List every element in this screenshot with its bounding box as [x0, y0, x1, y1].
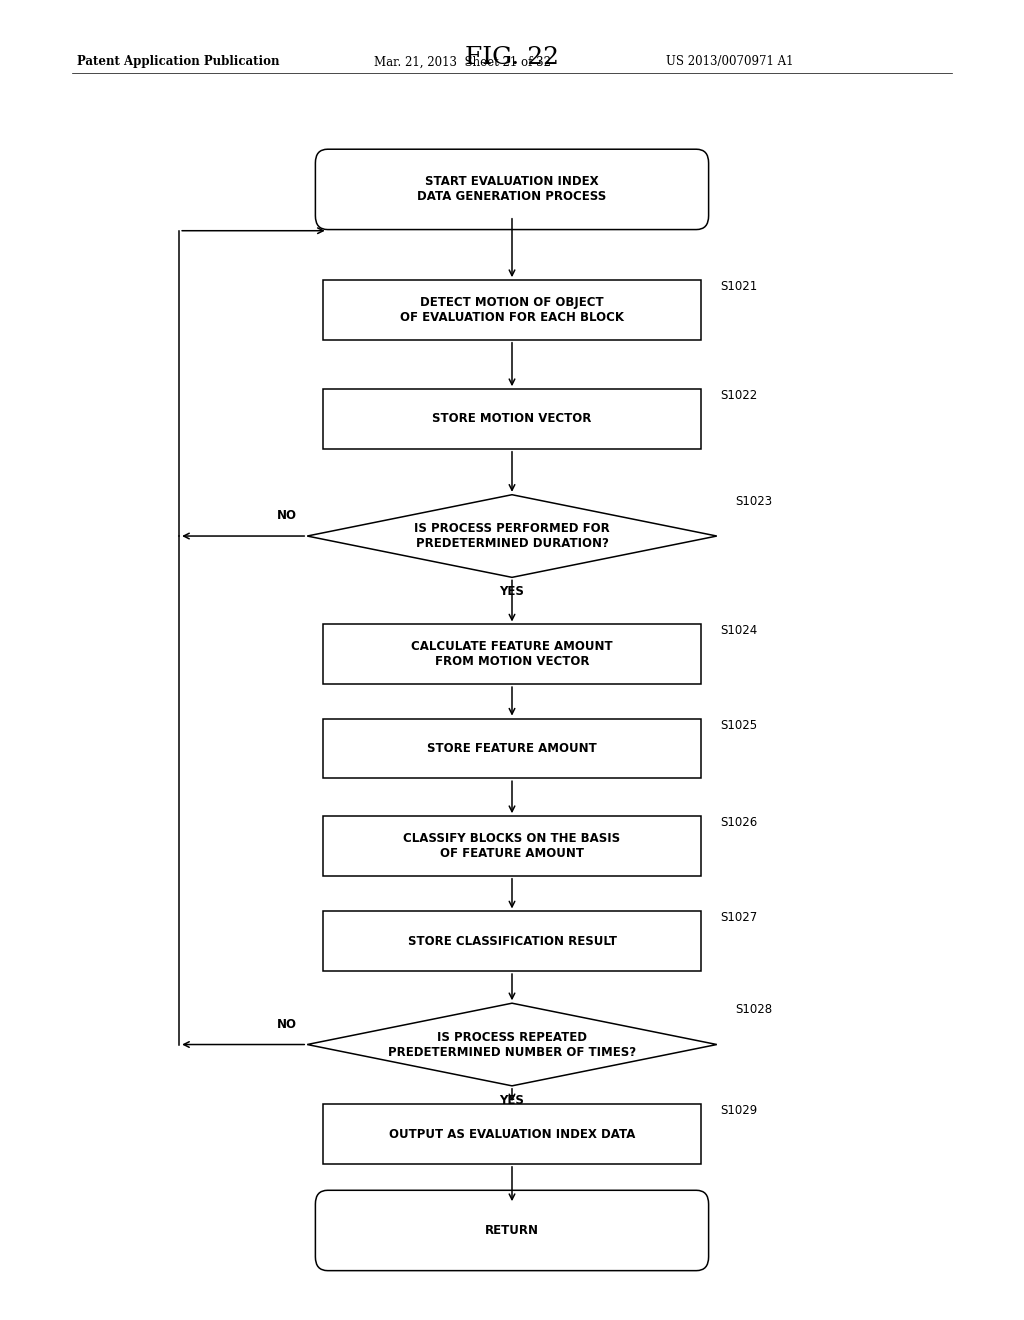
Text: IS PROCESS PERFORMED FOR
PREDETERMINED DURATION?: IS PROCESS PERFORMED FOR PREDETERMINED D…	[414, 521, 610, 550]
Text: DETECT MOTION OF OBJECT
OF EVALUATION FOR EACH BLOCK: DETECT MOTION OF OBJECT OF EVALUATION FO…	[400, 296, 624, 323]
Text: STORE MOTION VECTOR: STORE MOTION VECTOR	[432, 412, 592, 425]
Bar	[323, 389, 701, 449]
Bar	[323, 1105, 701, 1164]
Text: FIG. 22: FIG. 22	[465, 46, 559, 69]
Text: STORE CLASSIFICATION RESULT: STORE CLASSIFICATION RESULT	[408, 935, 616, 948]
Text: S1028: S1028	[735, 1003, 772, 1016]
Text: IS PROCESS REPEATED
PREDETERMINED NUMBER OF TIMES?: IS PROCESS REPEATED PREDETERMINED NUMBER…	[388, 1031, 636, 1059]
Text: S1027: S1027	[720, 911, 757, 924]
Text: S1029: S1029	[720, 1105, 757, 1117]
Text: Patent Application Publication: Patent Application Publication	[77, 55, 280, 69]
Bar	[323, 624, 701, 684]
Text: US 2013/0070971 A1: US 2013/0070971 A1	[666, 55, 794, 69]
Polygon shape	[307, 495, 717, 577]
Bar	[323, 911, 701, 972]
FancyBboxPatch shape	[315, 1191, 709, 1271]
Text: YES: YES	[500, 1094, 524, 1107]
Text: S1024: S1024	[720, 624, 757, 638]
Text: S1026: S1026	[720, 816, 757, 829]
Text: S1025: S1025	[720, 718, 757, 731]
Text: S1021: S1021	[720, 280, 757, 293]
FancyBboxPatch shape	[315, 149, 709, 230]
Bar	[323, 816, 701, 875]
Text: YES: YES	[500, 585, 524, 598]
Text: RETURN: RETURN	[485, 1224, 539, 1237]
Text: CLASSIFY BLOCKS ON THE BASIS
OF FEATURE AMOUNT: CLASSIFY BLOCKS ON THE BASIS OF FEATURE …	[403, 832, 621, 859]
Bar	[323, 718, 701, 779]
Polygon shape	[307, 1003, 717, 1086]
Text: NO: NO	[276, 510, 297, 523]
Bar	[323, 280, 701, 339]
Text: START EVALUATION INDEX
DATA GENERATION PROCESS: START EVALUATION INDEX DATA GENERATION P…	[418, 176, 606, 203]
Text: S1022: S1022	[720, 389, 757, 403]
Text: OUTPUT AS EVALUATION INDEX DATA: OUTPUT AS EVALUATION INDEX DATA	[389, 1127, 635, 1140]
Text: STORE FEATURE AMOUNT: STORE FEATURE AMOUNT	[427, 742, 597, 755]
Text: Mar. 21, 2013  Sheet 21 of 32: Mar. 21, 2013 Sheet 21 of 32	[374, 55, 551, 69]
Text: CALCULATE FEATURE AMOUNT
FROM MOTION VECTOR: CALCULATE FEATURE AMOUNT FROM MOTION VEC…	[412, 640, 612, 668]
Text: S1023: S1023	[735, 495, 772, 508]
Text: NO: NO	[276, 1018, 297, 1031]
